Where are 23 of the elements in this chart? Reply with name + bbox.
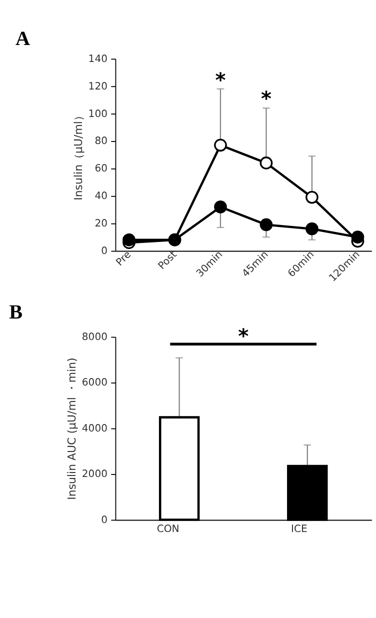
x-tick-label: Pre — [114, 249, 134, 268]
y-tick-label: 4000 — [82, 423, 108, 434]
y-tick-label: 60 — [94, 164, 108, 175]
y-tick-label: 100 — [88, 108, 108, 120]
chart-title: A — [16, 28, 31, 50]
y-tick-label: 120 — [88, 81, 108, 92]
y-tick-label: 80 — [94, 136, 108, 148]
y-axis-title: Insulin（μU/ml） — [72, 110, 85, 200]
x-tick-label: ICE — [291, 524, 308, 536]
y-tick-label: 20 — [94, 218, 108, 230]
y-tick-label: 6000 — [82, 378, 108, 389]
y-tick-label: 8000 — [82, 332, 108, 344]
annotation: * — [215, 68, 226, 92]
y-tick-label: 0 — [101, 514, 108, 526]
annotation: * — [238, 324, 250, 348]
x-tick-label: CON — [156, 524, 180, 536]
y-tick-label: 2000 — [82, 469, 108, 480]
chart-title: B — [9, 302, 23, 324]
y-tick-label: 0 — [101, 246, 108, 258]
annotation: * — [260, 86, 272, 110]
y-axis-title: Insulin AUC (μU/ml ・min) — [65, 358, 78, 500]
y-tick-label: 140 — [88, 54, 108, 65]
y-tick-label: 40 — [94, 191, 108, 202]
